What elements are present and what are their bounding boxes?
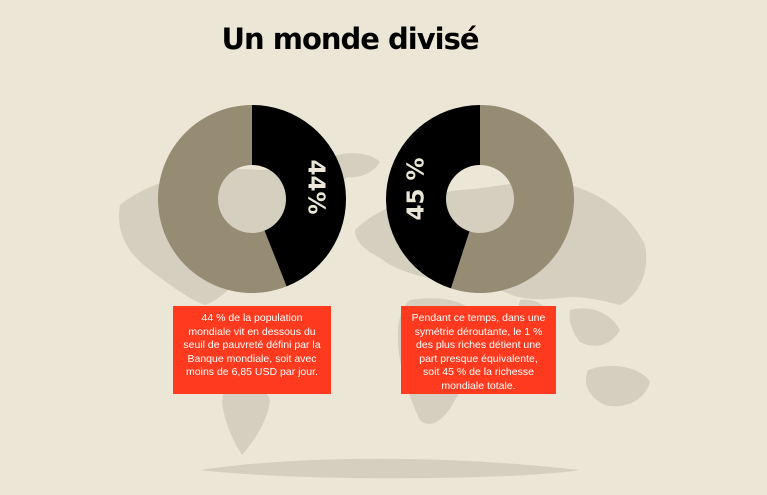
antarctica-shape	[200, 458, 580, 479]
donut-segment-highlight	[252, 105, 346, 287]
caption-poverty: 44 % de la population mondiale vit en de…	[173, 306, 331, 394]
caption-wealth: Pendant ce temps, dans une symétrie déro…	[401, 306, 556, 394]
donut-segment-highlight	[386, 105, 480, 289]
donut-chart-poverty: 44%	[157, 105, 346, 293]
southeast-asia-shape	[569, 308, 620, 346]
greenland-shape	[329, 153, 380, 178]
page-title: Un monde divisé	[221, 22, 479, 56]
donut-data-label: 44%	[302, 159, 328, 214]
south-america-shape	[222, 382, 270, 455]
donut-chart-wealth: 45 %	[386, 105, 575, 293]
donut-data-label: 45 %	[403, 157, 429, 220]
australia-shape	[585, 366, 650, 407]
donut-segment-remainder	[157, 105, 287, 293]
donut-segment-remainder	[450, 105, 575, 293]
